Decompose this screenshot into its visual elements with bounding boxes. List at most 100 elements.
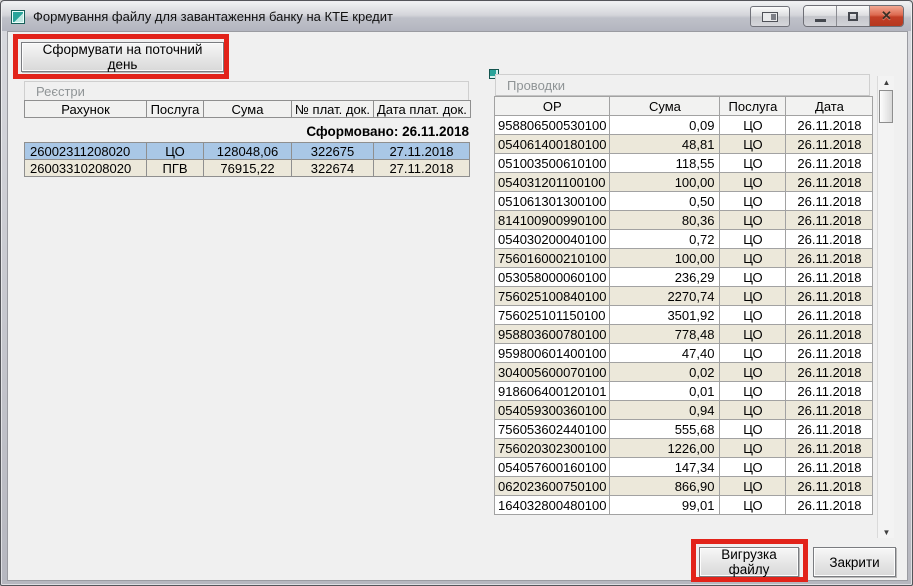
transactions-header-row: ОР Сума Послуга Дата [493, 96, 874, 116]
transaction-row[interactable]: 164032800480100 99,01 ЦО 26.11.2018 [493, 495, 874, 515]
transaction-cell: 0,94 [609, 400, 721, 420]
titlebar[interactable]: Формування файлу для завантаження банку … [2, 2, 911, 31]
registry-cell: 26003310208020 [24, 159, 147, 177]
transaction-row[interactable]: 756020302300100 1226,00 ЦО 26.11.2018 [493, 438, 874, 458]
registry-cell: 322674 [291, 159, 374, 177]
transactions-col-header: Послуга [719, 96, 787, 116]
transaction-cell: 959800601400100 [493, 343, 611, 363]
transaction-cell: 26.11.2018 [785, 191, 874, 211]
transaction-cell: 100,00 [609, 248, 721, 268]
client-area: Сформувати на поточний день Реєстри Раху… [7, 31, 908, 582]
registry-cell: 128048,06 [203, 142, 292, 160]
transaction-cell: 0,72 [609, 229, 721, 249]
registry-cell: 322675 [291, 142, 374, 160]
transaction-row[interactable]: 053058000060100 236,29 ЦО 26.11.2018 [493, 267, 874, 287]
transaction-cell: ЦО [719, 115, 787, 135]
scroll-down-icon[interactable]: ▼ [882, 527, 891, 537]
transaction-cell: 0,50 [609, 191, 721, 211]
transaction-cell: 26.11.2018 [785, 229, 874, 249]
transaction-row[interactable]: 054030200040100 0,72 ЦО 26.11.2018 [493, 229, 874, 249]
registry-cell: 26002311208020 [24, 142, 147, 160]
transaction-cell: 26.11.2018 [785, 476, 874, 496]
transaction-cell: 26.11.2018 [785, 267, 874, 287]
transaction-cell: ЦО [719, 191, 787, 211]
close-button[interactable]: ✕ [870, 6, 903, 26]
transaction-cell: ЦО [719, 476, 787, 496]
transaction-row[interactable]: 756016000210100 100,00 ЦО 26.11.2018 [493, 248, 874, 268]
registry-cell: 76915,22 [203, 159, 292, 177]
maximize-button[interactable] [837, 6, 870, 26]
transaction-cell: 26.11.2018 [785, 305, 874, 325]
registries-group-label: Реєстри [36, 83, 85, 99]
transaction-row[interactable]: 054031201100100 100,00 ЦО 26.11.2018 [493, 172, 874, 192]
generate-current-day-button[interactable]: Сформувати на поточний день [21, 42, 224, 72]
transaction-row[interactable]: 958803600780100 778,48 ЦО 26.11.2018 [493, 324, 874, 344]
transaction-cell: 26.11.2018 [785, 362, 874, 382]
transaction-row[interactable]: 918606400120101 0,01 ЦО 26.11.2018 [493, 381, 874, 401]
transaction-cell: 958803600780100 [493, 324, 611, 344]
transaction-row[interactable]: 756025100840100 2270,74 ЦО 26.11.2018 [493, 286, 874, 306]
transactions-table: ОР Сума Послуга Дата 958806500530100 0,09 ЦО 2… [493, 96, 874, 515]
export-file-button[interactable]: Вигрузка файлу [699, 547, 799, 577]
transaction-cell: ЦО [719, 419, 787, 439]
registry-cell: ПГВ [146, 159, 204, 177]
caption-buttons: ✕ [803, 5, 904, 27]
transactions-group-label: Проводки [507, 77, 566, 93]
transaction-cell: ЦО [719, 267, 787, 287]
transaction-row[interactable]: 054061400180100 48,81 ЦО 26.11.2018 [493, 134, 874, 154]
transaction-cell: 26.11.2018 [785, 248, 874, 268]
transaction-cell: ЦО [719, 343, 787, 363]
transaction-cell: 756025101150100 [493, 305, 611, 325]
transactions-col-header: Дата [785, 96, 874, 116]
registry-cell: 27.11.2018 [373, 159, 470, 177]
transaction-cell: 80,36 [609, 210, 721, 230]
transaction-cell: 26.11.2018 [785, 457, 874, 477]
transaction-cell: ЦО [719, 457, 787, 477]
transaction-row[interactable]: 051003500610100 118,55 ЦО 26.11.2018 [493, 153, 874, 173]
transaction-cell: 054057600160100 [493, 457, 611, 477]
transaction-row[interactable]: 814100900990100 80,36 ЦО 26.11.2018 [493, 210, 874, 230]
transaction-row[interactable]: 054057600160100 147,34 ЦО 26.11.2018 [493, 457, 874, 477]
transaction-cell: 26.11.2018 [785, 324, 874, 344]
transaction-cell: 958806500530100 [493, 115, 611, 135]
transaction-cell: 054061400180100 [493, 134, 611, 154]
registries-col-header: Послуга [146, 100, 204, 118]
transaction-cell: 47,40 [609, 343, 721, 363]
transaction-cell: 555,68 [609, 419, 721, 439]
transaction-cell: 051003500610100 [493, 153, 611, 173]
registries-col-header: № плат. док. [291, 100, 374, 118]
transaction-cell: ЦО [719, 400, 787, 420]
transaction-cell: 26.11.2018 [785, 343, 874, 363]
transaction-row[interactable]: 304005600070100 0,02 ЦО 26.11.2018 [493, 362, 874, 382]
registries-header-table: Рахунок Послуга Сума № плат. док. Дата плат.… [24, 100, 471, 118]
scrollbar-thumb[interactable] [879, 90, 893, 123]
minimize-button[interactable] [804, 6, 837, 26]
transaction-cell: 0,02 [609, 362, 721, 382]
transaction-cell: 053058000060100 [493, 267, 611, 287]
dock-icon [762, 11, 778, 22]
transaction-cell: ЦО [719, 495, 787, 515]
transaction-row[interactable]: 756053602440100 555,68 ЦО 26.11.2018 [493, 419, 874, 439]
registry-row[interactable]: 26003310208020 ПГВ 76915,22 322674 27.11.201… [24, 159, 470, 177]
transaction-cell: 236,29 [609, 267, 721, 287]
transaction-cell: 48,81 [609, 134, 721, 154]
transaction-row[interactable]: 958806500530100 0,09 ЦО 26.11.2018 [493, 115, 874, 135]
transaction-cell: 1226,00 [609, 438, 721, 458]
close-dialog-button[interactable]: Закрити [813, 547, 896, 577]
transaction-row[interactable]: 051061301300100 0,50 ЦО 26.11.2018 [493, 191, 874, 211]
transaction-cell: 756020302300100 [493, 438, 611, 458]
transaction-cell: 054031201100100 [493, 172, 611, 192]
transaction-row[interactable]: 062023600750100 866,90 ЦО 26.11.2018 [493, 476, 874, 496]
dock-button[interactable] [750, 6, 790, 27]
transaction-row[interactable]: 756025101150100 3501,92 ЦО 26.11.2018 [493, 305, 874, 325]
vertical-scrollbar[interactable]: ▲ ▼ [877, 76, 894, 538]
transaction-cell: 866,90 [609, 476, 721, 496]
scroll-up-icon[interactable]: ▲ [882, 77, 891, 87]
transaction-cell: 918606400120101 [493, 381, 611, 401]
registries-table: 26002311208020 ЦО 128048,06 322675 27.11.201… [24, 142, 470, 177]
transaction-row[interactable]: 054059300360100 0,94 ЦО 26.11.2018 [493, 400, 874, 420]
formed-date-label: Сформовано: 26.11.2018 [306, 124, 469, 139]
registry-row[interactable]: 26002311208020 ЦО 128048,06 322675 27.11.201… [24, 142, 470, 160]
transaction-row[interactable]: 959800601400100 47,40 ЦО 26.11.2018 [493, 343, 874, 363]
